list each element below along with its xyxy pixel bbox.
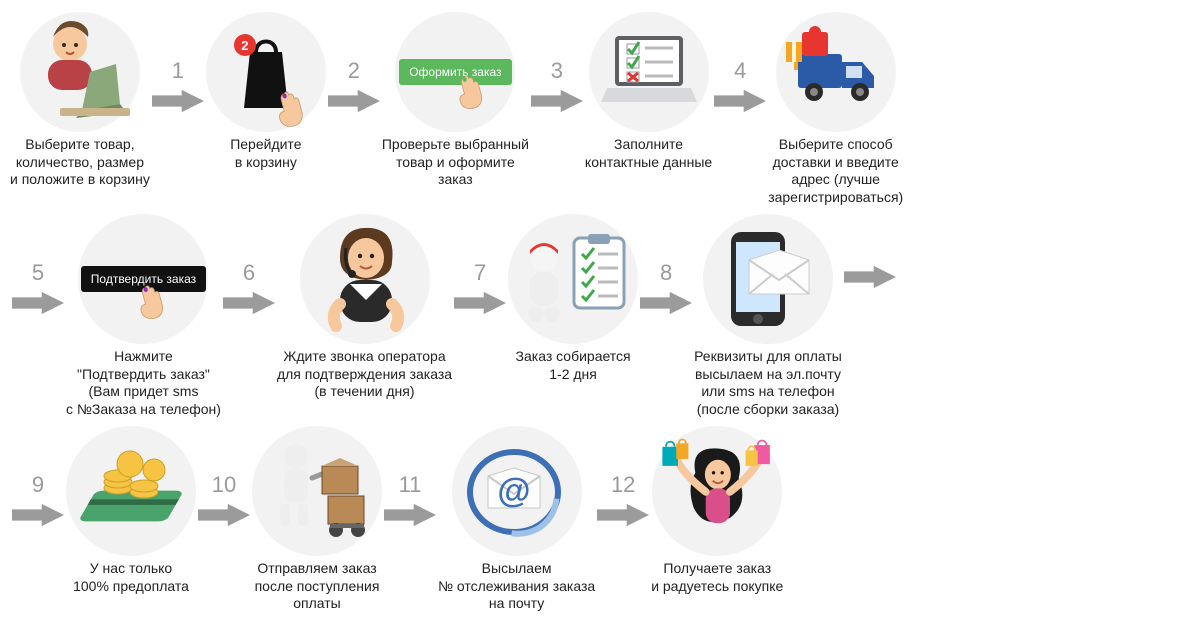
step-13: Получаете закази радуетесь покупке [651, 426, 783, 595]
operator-icon [300, 214, 430, 344]
arrow-icon: 7 [452, 260, 508, 316]
arrow-icon: 3 [529, 58, 585, 114]
step-number: 5 [32, 260, 44, 286]
phone-mail-icon [703, 214, 833, 344]
step-caption: Проверьте выбранныйтовар и оформитезаказ [382, 136, 529, 189]
step-3: Оформить заказ Проверьте выбранныйтовар … [382, 12, 529, 189]
step-caption: У нас только100% предоплата [73, 560, 189, 595]
arrow-icon: 2 [326, 58, 382, 114]
step-caption: Заказ собирается1-2 дня [516, 348, 631, 383]
step-caption: Ждите звонка операторадля подтверждения … [277, 348, 452, 401]
step-caption: Получаете закази радуетесь покупке [651, 560, 783, 595]
worker-clipboard-icon [508, 214, 638, 344]
process-row-2: 5 Подтвердить заказ Нажмите"Подтвердить … [10, 214, 1190, 418]
step-number: 11 [399, 472, 422, 498]
step-caption: Заполнитеконтактные данные [585, 136, 712, 171]
step-11: Отправляем заказпосле поступленияоплаты [252, 426, 382, 613]
step-number: 6 [243, 260, 255, 286]
coins-card-icon [66, 426, 196, 556]
step-12: @ Высылаем№ отслеживания заказана почту [438, 426, 595, 613]
green-button-hand-icon: Оформить заказ [395, 12, 515, 132]
step-9: Реквизиты для оплатывысылаем на эл.почту… [694, 214, 842, 418]
arrow-icon: 10 [196, 472, 252, 528]
arrow-icon: 5 [10, 260, 66, 316]
arrow-icon: 9 [10, 472, 66, 528]
step-1: Выберите товар,количество, размери полож… [10, 12, 150, 189]
step-caption: Нажмите"Подтвердить заказ"(Вам придет sm… [66, 348, 221, 418]
shopping-bag-icon: 2 [206, 12, 326, 132]
arrow-icon: 11 [382, 472, 438, 528]
step-caption: Отправляем заказпосле поступленияоплаты [255, 560, 380, 613]
step-7: Ждите звонка операторадля подтверждения … [277, 214, 452, 401]
step-number: 12 [611, 472, 635, 498]
step-number: 3 [551, 58, 563, 84]
step-6: Подтвердить заказ Нажмите"Подтвердить за… [66, 214, 221, 418]
cart-badge: 2 [234, 34, 256, 56]
step-caption: Перейдитев корзину [230, 136, 301, 171]
step-number: 9 [32, 472, 44, 498]
process-row-1: Выберите товар,количество, размери полож… [10, 12, 1190, 206]
arrow-icon: 8 [638, 260, 694, 316]
person-laptop-icon [20, 12, 140, 132]
step-4: Заполнитеконтактные данные [585, 12, 712, 171]
courier-boxes-icon [252, 426, 382, 556]
step-number: 1 [172, 58, 184, 84]
process-row-3: 9 У нас только100% предоплата 10 [10, 426, 1190, 613]
step-2: 2 Перейдитев корзину [206, 12, 326, 171]
arrow-icon [842, 260, 898, 290]
step-5: Выберите способдоставки и введитеадрес (… [768, 12, 903, 206]
step-caption: Высылаем№ отслеживания заказана почту [438, 560, 595, 613]
arrow-icon: 6 [221, 260, 277, 316]
email-at-icon: @ [452, 426, 582, 556]
step-number: 10 [212, 472, 236, 498]
step-number: 8 [660, 260, 672, 286]
black-button-hand-icon: Подтвердить заказ [78, 214, 208, 344]
happy-shopper-icon [652, 426, 782, 556]
step-caption: Выберите способдоставки и введитеадрес (… [768, 136, 903, 206]
step-caption: Реквизиты для оплатывысылаем на эл.почту… [694, 348, 842, 418]
step-number: 4 [734, 58, 746, 84]
arrow-icon: 4 [712, 58, 768, 114]
arrow-icon: 1 [150, 58, 206, 114]
step-number: 2 [348, 58, 360, 84]
svg-text:@: @ [497, 472, 530, 510]
step-10: У нас только100% предоплата [66, 426, 196, 595]
laptop-checklist-icon [589, 12, 709, 132]
step-caption: Выберите товар,количество, размери полож… [10, 136, 150, 189]
arrow-icon: 12 [595, 472, 651, 528]
step-number: 7 [474, 260, 486, 286]
delivery-truck-icon [776, 12, 896, 132]
step-8: Заказ собирается1-2 дня [508, 214, 638, 383]
